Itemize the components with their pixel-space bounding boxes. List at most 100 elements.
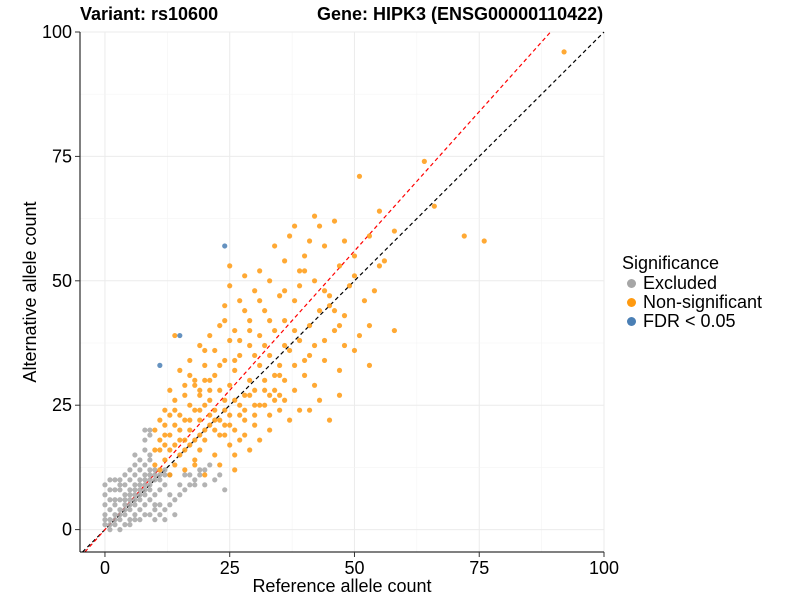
- point-non-significant: [277, 293, 283, 299]
- point-excluded: [102, 502, 108, 508]
- point-non-significant: [152, 427, 158, 433]
- point-non-significant: [272, 387, 278, 393]
- point-non-significant: [237, 412, 243, 418]
- point-non-significant: [287, 347, 293, 354]
- point-non-significant: [187, 372, 193, 378]
- point-non-significant: [237, 352, 243, 359]
- point-excluded: [167, 492, 173, 498]
- point-non-significant: [237, 337, 243, 344]
- point-excluded: [127, 502, 133, 508]
- point-non-significant: [207, 422, 213, 428]
- point-non-significant: [257, 362, 263, 368]
- point-excluded: [122, 522, 128, 528]
- point-non-significant: [207, 332, 213, 339]
- point-non-significant: [291, 387, 298, 393]
- point-excluded: [147, 477, 153, 483]
- point-non-significant: [192, 377, 198, 383]
- point-non-significant: [172, 422, 178, 428]
- point-non-significant: [376, 263, 383, 269]
- point-non-significant: [257, 332, 263, 339]
- point-non-significant: [421, 158, 427, 164]
- point-non-significant: [242, 308, 248, 314]
- point-excluded: [147, 512, 153, 518]
- point-non-significant: [291, 362, 298, 368]
- point-non-significant: [282, 258, 288, 264]
- point-excluded: [122, 512, 128, 518]
- point-non-significant: [227, 412, 233, 418]
- point-excluded: [117, 487, 123, 493]
- point-non-significant: [177, 412, 183, 418]
- point-excluded: [107, 477, 113, 483]
- point-excluded: [147, 452, 153, 458]
- point-excluded: [117, 477, 123, 483]
- point-non-significant: [321, 288, 328, 294]
- point-non-significant: [306, 238, 313, 244]
- point-non-significant: [262, 308, 268, 314]
- point-excluded: [157, 502, 163, 508]
- point-non-significant: [217, 432, 223, 438]
- x-tick-label: 25: [220, 558, 240, 578]
- point-non-significant: [277, 362, 283, 368]
- y-axis-label: Alternative allele count: [20, 201, 40, 383]
- point-non-significant: [222, 432, 228, 438]
- point-excluded: [102, 482, 108, 488]
- point-excluded: [142, 427, 148, 433]
- point-non-significant: [232, 452, 238, 458]
- point-excluded: [117, 512, 123, 518]
- point-excluded: [207, 462, 213, 468]
- point-non-significant: [157, 447, 163, 453]
- point-excluded: [112, 477, 118, 483]
- point-non-significant: [341, 342, 348, 349]
- point-non-significant: [561, 49, 567, 55]
- point-non-significant: [157, 437, 163, 443]
- point-non-significant: [272, 397, 278, 403]
- point-excluded: [132, 487, 138, 493]
- point-non-significant: [232, 357, 238, 364]
- point-non-significant: [252, 412, 258, 418]
- point-excluded: [162, 467, 168, 473]
- point-excluded: [132, 492, 138, 498]
- point-non-significant: [237, 437, 243, 443]
- point-non-significant: [182, 467, 188, 473]
- legend-label-excluded: Excluded: [643, 273, 718, 293]
- point-non-significant: [351, 253, 358, 259]
- point-non-significant: [282, 342, 288, 349]
- point-excluded: [137, 492, 143, 498]
- x-tick-label: 100: [589, 558, 619, 578]
- point-excluded: [162, 517, 168, 523]
- point-excluded: [152, 492, 158, 498]
- point-non-significant: [301, 268, 308, 274]
- point-non-significant: [172, 332, 178, 339]
- point-excluded: [152, 507, 158, 513]
- point-non-significant: [182, 447, 188, 453]
- gene-title: Gene: HIPK3 (ENSG00000110422): [317, 4, 604, 24]
- point-excluded: [107, 522, 113, 528]
- point-excluded: [122, 507, 128, 513]
- point-non-significant: [197, 447, 203, 453]
- point-excluded: [202, 482, 208, 488]
- point-excluded: [132, 482, 138, 488]
- point-non-significant: [202, 437, 208, 443]
- point-non-significant: [336, 263, 343, 269]
- point-excluded: [137, 487, 143, 493]
- point-excluded: [192, 477, 198, 483]
- point-non-significant: [212, 407, 218, 413]
- point-excluded: [142, 482, 148, 488]
- point-non-significant: [177, 427, 183, 433]
- point-non-significant: [301, 253, 308, 259]
- point-excluded: [107, 507, 113, 513]
- legend-label-fdr: FDR < 0.05: [643, 311, 736, 331]
- point-non-significant: [431, 203, 437, 209]
- point-non-significant: [267, 427, 273, 433]
- point-non-significant: [182, 392, 188, 398]
- point-non-significant: [192, 437, 198, 443]
- point-non-significant: [262, 387, 268, 393]
- legend-dot-non-significant: [627, 298, 636, 307]
- point-non-significant: [356, 173, 363, 179]
- point-non-significant: [247, 447, 253, 453]
- point-excluded: [147, 467, 153, 473]
- point-non-significant: [282, 397, 288, 403]
- point-excluded: [142, 462, 148, 468]
- point-non-significant: [217, 322, 223, 329]
